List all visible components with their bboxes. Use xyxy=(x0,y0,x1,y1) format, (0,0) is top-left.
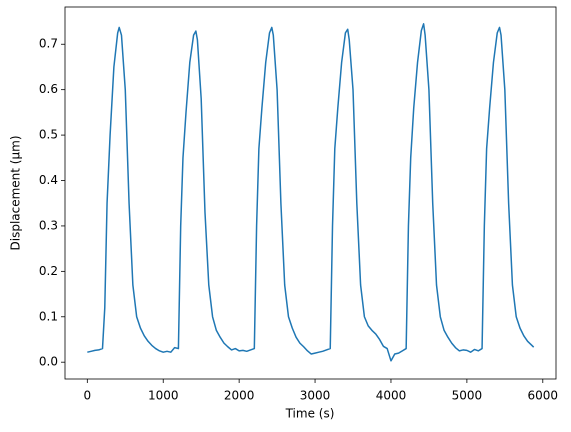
x-tick-label: 5000 xyxy=(452,389,483,403)
x-axis-label: Time (s) xyxy=(285,407,335,421)
y-tick-label: 0.1 xyxy=(39,309,58,323)
plot-frame xyxy=(64,6,557,380)
x-tick-label: 1000 xyxy=(148,389,179,403)
x-tick-label: 3000 xyxy=(300,389,331,403)
y-tick-label: 0.5 xyxy=(39,128,58,142)
y-tick-label: 0.6 xyxy=(39,82,58,96)
y-tick-label: 0.3 xyxy=(39,218,58,232)
y-tick-label: 0.2 xyxy=(39,264,58,278)
y-tick-label: 0.0 xyxy=(39,355,58,369)
data-line xyxy=(87,23,535,362)
x-tick-label: 0 xyxy=(83,389,91,403)
x-tick-label: 4000 xyxy=(376,389,407,403)
y-tick-label: 0.7 xyxy=(39,37,58,51)
x-tick-label: 6000 xyxy=(528,389,559,403)
y-tick-label: 0.4 xyxy=(39,173,58,187)
y-axis-label: Displacement (μm) xyxy=(9,136,23,251)
x-tick-label: 2000 xyxy=(224,389,255,403)
